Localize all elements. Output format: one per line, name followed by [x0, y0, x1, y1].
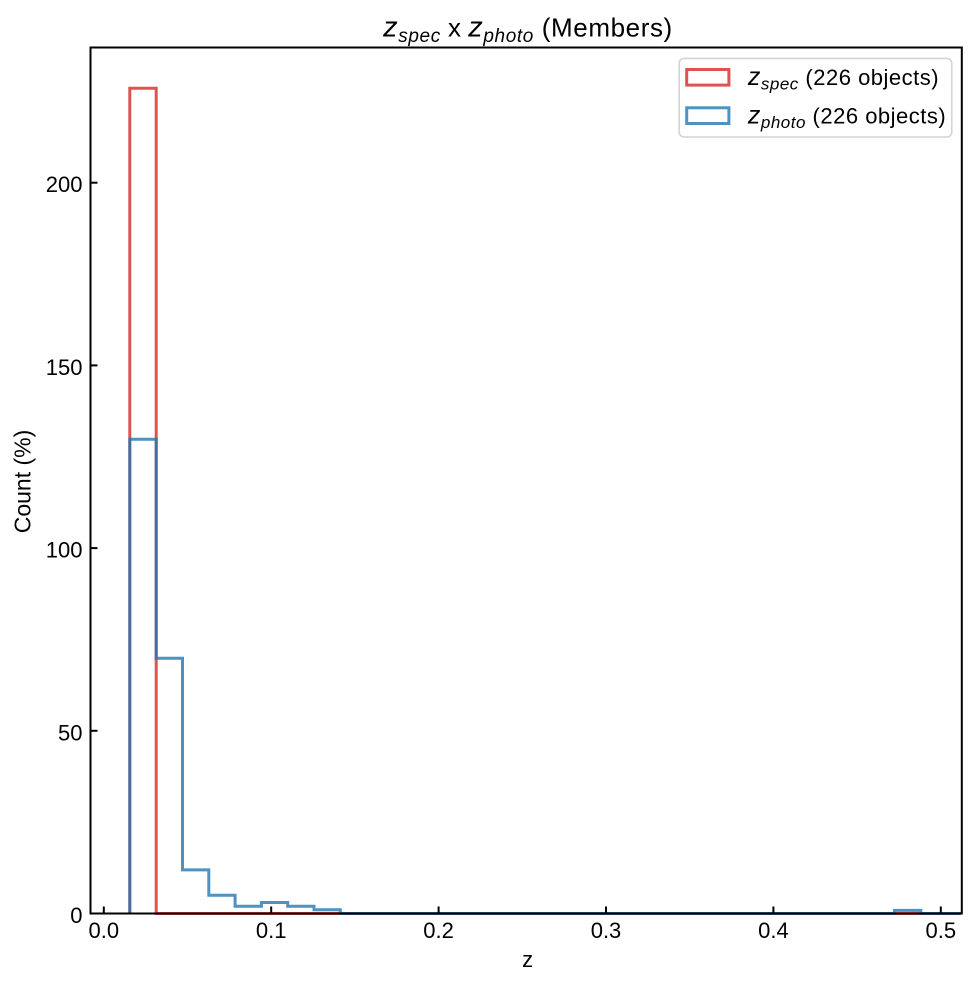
svg-text:Count (%): Count (%)	[10, 430, 36, 534]
svg-text:200: 200	[46, 172, 83, 197]
svg-text:0.1: 0.1	[256, 918, 287, 943]
svg-text:0.4: 0.4	[758, 918, 789, 943]
svg-text:zspec x zphoto (Members): zspec x zphoto (Members)	[382, 11, 673, 47]
svg-text:zspec (226 objects): zspec (226 objects)	[747, 63, 939, 94]
svg-text:50: 50	[58, 720, 82, 745]
svg-text:zphoto (226 objects): zphoto (226 objects)	[747, 102, 946, 133]
svg-text:0.0: 0.0	[89, 918, 120, 943]
svg-text:z: z	[522, 947, 533, 972]
svg-text:100: 100	[46, 538, 83, 563]
svg-text:0.2: 0.2	[423, 918, 454, 943]
svg-text:0: 0	[70, 903, 82, 928]
svg-text:0.3: 0.3	[591, 918, 622, 943]
svg-text:150: 150	[46, 355, 83, 380]
svg-text:0.5: 0.5	[926, 918, 957, 943]
